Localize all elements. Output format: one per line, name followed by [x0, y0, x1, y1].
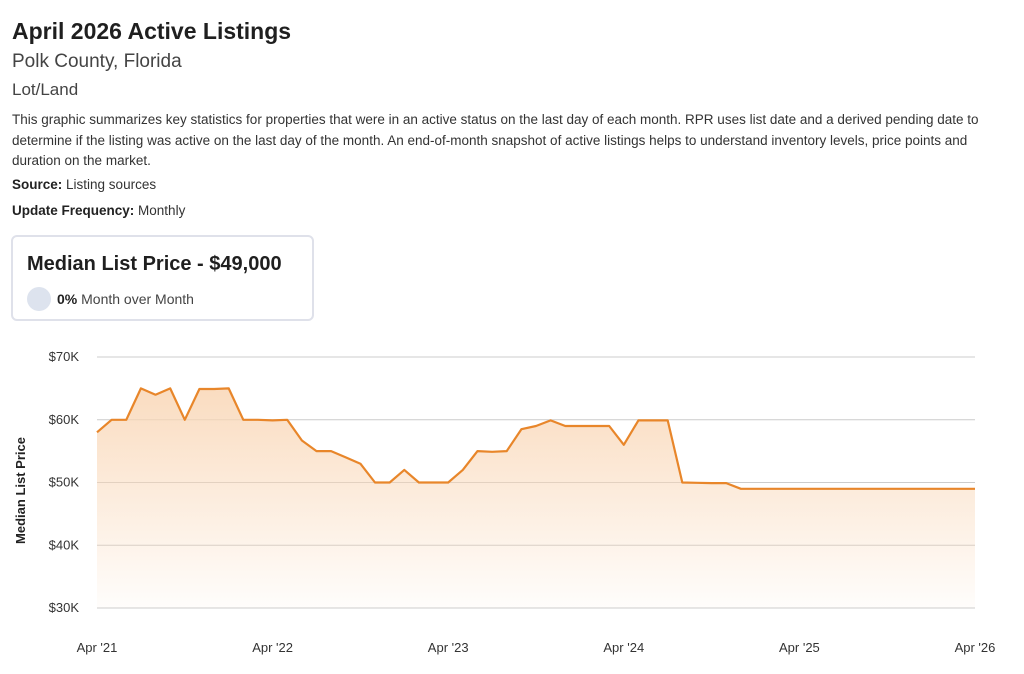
source-value: Listing sources: [66, 177, 157, 192]
y-tick-label: $60K: [49, 412, 80, 427]
page-title: April 2026 Active Listings: [12, 18, 292, 44]
x-tick-label: Apr '24: [603, 640, 644, 655]
series-line: [96, 387, 975, 490]
y-axis-label: Median List Price: [13, 437, 28, 544]
series-area: [97, 388, 975, 608]
frequency-line: Update Frequency: Monthly: [12, 203, 185, 218]
property-category: Lot/Land: [12, 80, 79, 99]
y-tick-label: $50K: [49, 475, 80, 490]
x-tick-label: Apr '21: [77, 640, 118, 655]
y-tick-label: $70K: [49, 349, 80, 364]
median-list-price-chart: $70K $60K $50K $40K $30K Apr '21 Apr '22 Apr '2…: [13, 349, 996, 655]
y-tick-label: $40K: [49, 537, 80, 552]
change-text: Month over Month: [81, 291, 194, 307]
x-tick-label: Apr '26: [955, 640, 996, 655]
location-subtitle: Polk County, Florida: [12, 51, 182, 72]
median-price-title: Median List Price - $49,000: [27, 253, 282, 275]
change-value: 0%: [57, 291, 78, 307]
change-indicator-icon: [27, 287, 51, 311]
y-tick-label: $30K: [49, 600, 80, 615]
source-label: Source:: [12, 177, 63, 192]
source-line: Source: Listing sources: [12, 177, 156, 192]
change-line: 0% Month over Month: [57, 291, 194, 307]
frequency-label: Update Frequency:: [12, 203, 135, 218]
x-tick-label: Apr '25: [779, 640, 820, 655]
description-text: This graphic summarizes key statistics f…: [12, 112, 979, 168]
median-price-card: Median List Price - $49,000 0% Month ove…: [11, 235, 314, 321]
frequency-value: Monthly: [138, 203, 186, 218]
x-tick-label: Apr '22: [252, 640, 293, 655]
x-tick-label: Apr '23: [428, 640, 469, 655]
